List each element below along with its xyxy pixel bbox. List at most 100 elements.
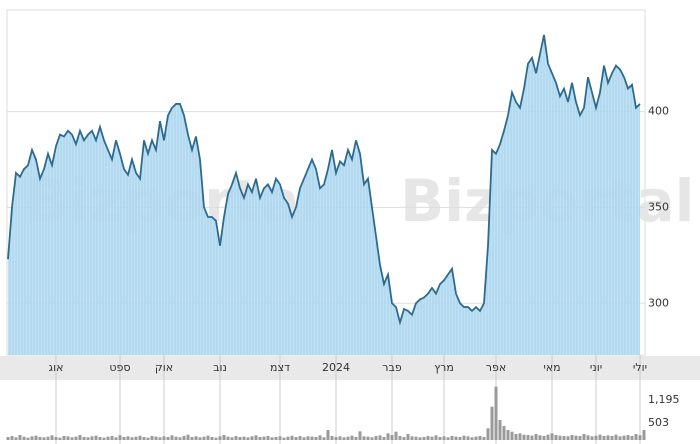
volume-bar (386, 433, 390, 440)
volume-bar (394, 431, 398, 440)
volume-bar (10, 436, 14, 440)
volume-bar (534, 434, 538, 440)
volume-bar (434, 435, 438, 440)
volume-bar (114, 437, 118, 440)
volume-bar (466, 436, 470, 440)
volume-bar (410, 436, 414, 440)
volume-bar (338, 436, 342, 440)
volume-bar (14, 437, 18, 440)
volume-bar (178, 437, 182, 440)
volume-bar (222, 435, 226, 440)
volume-bar (34, 435, 38, 440)
volume-bar (30, 436, 34, 440)
volume-bar (302, 437, 306, 440)
volume-bar (230, 437, 234, 440)
volume-bar (62, 436, 66, 440)
volume-bar (446, 437, 450, 440)
x-tick-label: דצמ (270, 361, 290, 374)
volume-bar (482, 437, 486, 440)
x-tick-label: יוני (590, 361, 602, 374)
volume-bar (198, 437, 202, 440)
volume-bar (430, 436, 434, 440)
volume-bar (366, 436, 370, 440)
volume-bar (382, 437, 386, 440)
volume-bar (526, 435, 530, 440)
volume-bar (586, 435, 590, 440)
volume-bar (342, 437, 346, 440)
x-tick-label: אוק (155, 361, 173, 374)
x-tick-label: אוג (49, 361, 64, 374)
volume-bar (618, 436, 622, 440)
volume-bar (274, 437, 278, 440)
y-tick-label: 300 (648, 296, 669, 309)
volume-bar (322, 437, 326, 440)
y-tick-label: 1,195 (648, 393, 680, 406)
volume-bar (478, 436, 482, 440)
volume-bar (142, 437, 146, 440)
volume-bar (458, 437, 462, 440)
volume-bar (642, 430, 646, 440)
volume-bar (514, 434, 518, 440)
volume-bar (498, 420, 502, 440)
volume-bar (374, 436, 378, 440)
volume-bar (38, 437, 42, 440)
volume-bar (50, 435, 54, 440)
x-tick-label: יולי (633, 361, 647, 374)
volume-bar (82, 437, 86, 440)
volume-bar (98, 437, 102, 440)
volume-bar (210, 437, 214, 440)
volume-bar (350, 435, 354, 440)
volume-bar (422, 437, 426, 440)
volume-bar (74, 436, 78, 440)
volume-bar (250, 436, 254, 440)
volume-bar (490, 406, 494, 440)
volume-bar (202, 436, 206, 440)
volume-bar (254, 435, 258, 440)
volume-bar (22, 436, 26, 440)
volume-bar (298, 436, 302, 440)
volume-bar (214, 437, 218, 440)
y-tick-label: 503 (648, 416, 669, 429)
x-tick-label: פבר (382, 361, 402, 374)
volume-bar (294, 437, 298, 440)
volume-bar (90, 436, 94, 440)
volume-bar (562, 436, 566, 440)
price-area (8, 34, 640, 356)
volume-bar (470, 437, 474, 440)
volume-bar (590, 436, 594, 440)
volume-bar (506, 430, 510, 440)
volume-bar (282, 437, 286, 440)
volume-bar (206, 435, 210, 440)
volume-bar (390, 435, 394, 440)
volume-bar (354, 437, 358, 440)
volume-bar (238, 437, 242, 440)
volume-bar (606, 435, 610, 440)
volume-bar (134, 436, 138, 440)
volume-bar (398, 436, 402, 440)
volume-bar (370, 437, 374, 440)
volume-bar (426, 436, 430, 440)
volume-bar (402, 437, 406, 440)
volume-bar (158, 437, 162, 440)
volume-bar (522, 434, 526, 440)
volume-bar (266, 436, 270, 440)
volume-bar (194, 436, 198, 440)
volume-bar (86, 437, 90, 440)
volume-bar (234, 436, 238, 440)
volume-bar (574, 435, 578, 440)
volume-bar (54, 437, 58, 440)
volume-bar (542, 436, 546, 440)
volume-bar (554, 435, 558, 440)
volume-bar (26, 437, 30, 440)
volume-bar (6, 437, 10, 440)
y-tick-label: 400 (648, 105, 669, 118)
volume-bar (454, 436, 458, 440)
volume-bar (174, 436, 178, 440)
volume-bar (614, 434, 618, 440)
volume-bar (270, 437, 274, 440)
volume-bar (262, 436, 266, 440)
volume-bar (418, 437, 422, 440)
volume-bar (150, 436, 154, 440)
volume-bar (578, 436, 582, 440)
